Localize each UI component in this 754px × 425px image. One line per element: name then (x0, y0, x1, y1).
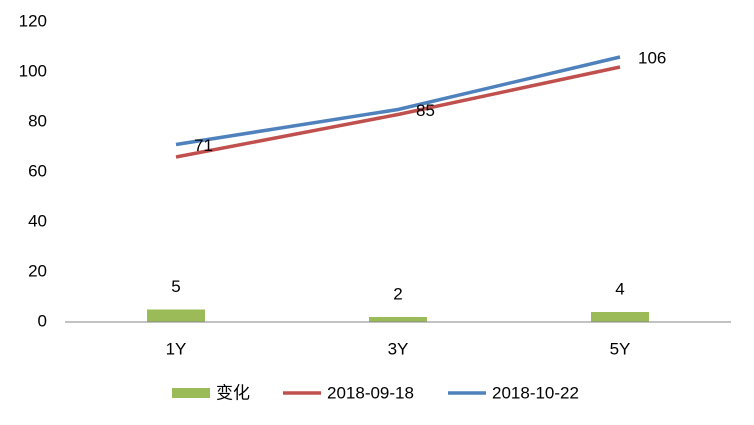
bar-label: 2 (393, 284, 402, 303)
y-tick-label: 40 (28, 211, 47, 230)
legend-label: 2018-09-18 (327, 383, 414, 402)
legend-label: 2018-10-22 (492, 383, 579, 402)
bar (147, 309, 205, 322)
line-label: 71 (194, 136, 213, 155)
x-tick-label: 1Y (166, 339, 187, 358)
line (175, 55, 621, 147)
y-tick-label: 80 (28, 111, 47, 130)
line-label: 106 (638, 48, 666, 67)
bar (369, 317, 427, 322)
bar-label: 4 (615, 279, 624, 298)
line-label: 85 (416, 101, 435, 120)
x-tick-label: 3Y (388, 339, 409, 358)
y-tick-label: 60 (28, 161, 47, 180)
y-tick-label: 100 (19, 61, 47, 80)
bar-label: 5 (171, 277, 180, 296)
legend-swatch (172, 388, 210, 398)
y-tick-label: 120 (19, 11, 47, 30)
x-tick-label: 5Y (610, 339, 631, 358)
y-tick-label: 20 (28, 261, 47, 280)
bar (591, 312, 649, 322)
legend-label: 变化 (216, 383, 250, 402)
line (175, 65, 621, 159)
y-tick-label: 0 (38, 311, 47, 330)
